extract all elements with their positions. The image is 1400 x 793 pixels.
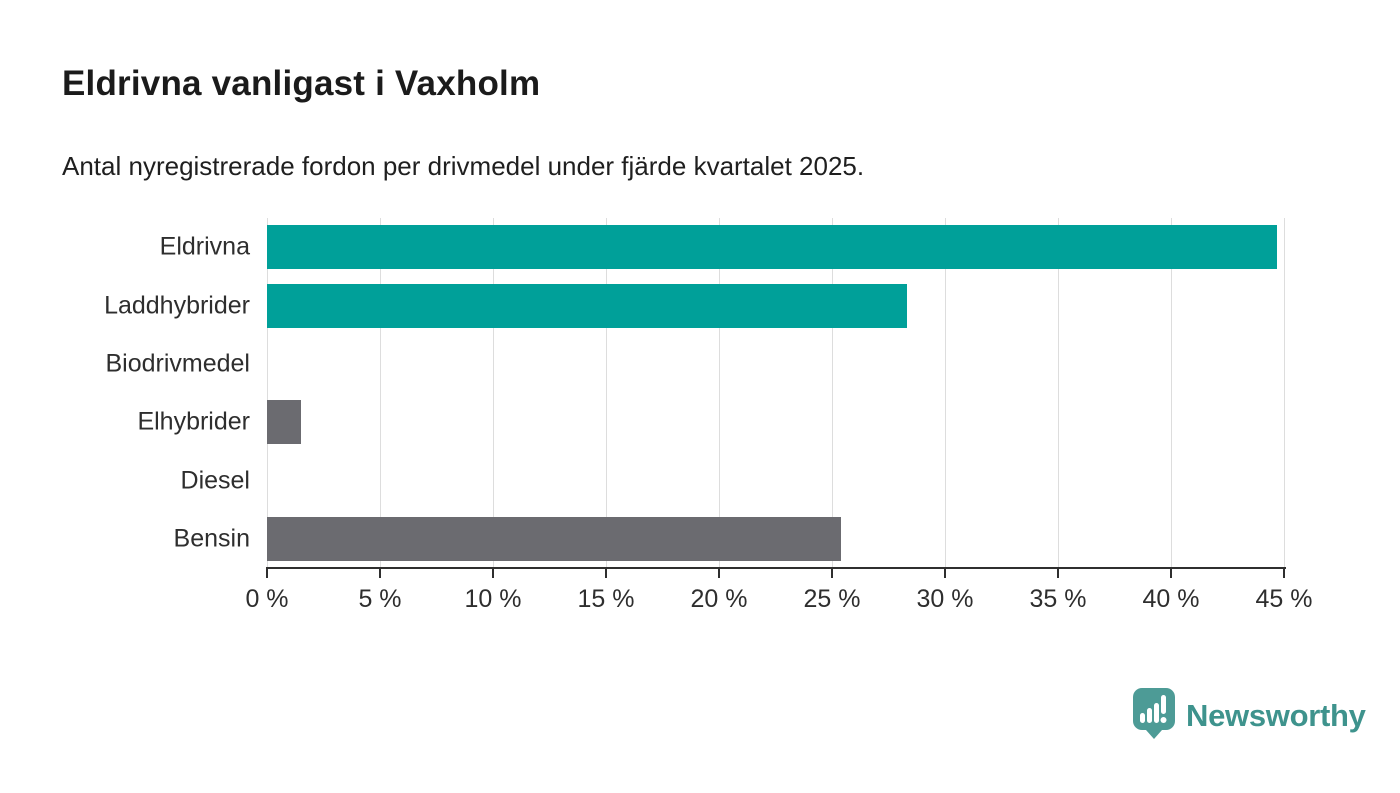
gridline	[606, 218, 607, 568]
category-label-elhybrider: Elhybrider	[137, 407, 250, 436]
x-tick-mark	[1283, 567, 1285, 578]
bar-chart-speech-bubble-icon	[1132, 687, 1176, 745]
x-tick-label: 45 %	[1255, 585, 1313, 613]
page-subtitle: Antal nyregistrerade fordon per drivmede…	[62, 151, 865, 181]
page-title: Eldrivna vanligast i Vaxholm	[62, 64, 541, 103]
x-tick-mark	[1057, 567, 1059, 578]
category-label-bensin: Bensin	[173, 524, 250, 553]
x-tick-label: 5 %	[358, 585, 402, 613]
x-tick-label: 10 %	[464, 585, 522, 613]
x-tick-label: 0 %	[245, 585, 289, 613]
x-tick-label: 40 %	[1142, 585, 1200, 613]
x-tick-mark	[718, 567, 720, 578]
gridline	[1171, 218, 1172, 568]
category-label-biodrivmedel: Biodrivmedel	[105, 349, 250, 378]
gridline	[493, 218, 494, 568]
gridline	[380, 218, 381, 568]
x-tick-mark	[492, 567, 494, 578]
category-label-laddhybrider: Laddhybrider	[104, 291, 250, 319]
bar-bensin	[267, 516, 842, 561]
bar-laddhybrider	[267, 283, 907, 328]
x-tick-mark	[266, 567, 268, 578]
x-tick-label: 20 %	[690, 585, 748, 613]
x-tick-label: 25 %	[803, 585, 861, 613]
x-tick-label: 30 %	[916, 585, 974, 613]
gridline	[719, 218, 720, 568]
bar-elhybrider	[267, 400, 301, 445]
x-tick-label: 15 %	[577, 585, 635, 613]
bar-eldrivna	[267, 225, 1278, 270]
brand-name: Newsworthy	[1186, 698, 1366, 733]
gridline	[1058, 218, 1059, 568]
x-tick-label: 35 %	[1029, 585, 1087, 613]
category-label-eldrivna: Eldrivna	[159, 232, 250, 261]
x-tick-mark	[605, 567, 607, 578]
plot-area	[267, 218, 1285, 568]
gridline	[1284, 218, 1285, 568]
x-tick-mark	[831, 567, 833, 578]
gridline	[945, 218, 946, 568]
x-tick-mark	[1170, 567, 1172, 578]
x-tick-mark	[379, 567, 381, 578]
x-tick-mark	[944, 567, 946, 578]
gridline	[267, 218, 268, 568]
x-axis-line	[267, 567, 1286, 569]
gridline	[832, 218, 833, 568]
category-label-diesel: Diesel	[180, 466, 250, 494]
brand-footer: Newsworthy	[1132, 687, 1366, 745]
